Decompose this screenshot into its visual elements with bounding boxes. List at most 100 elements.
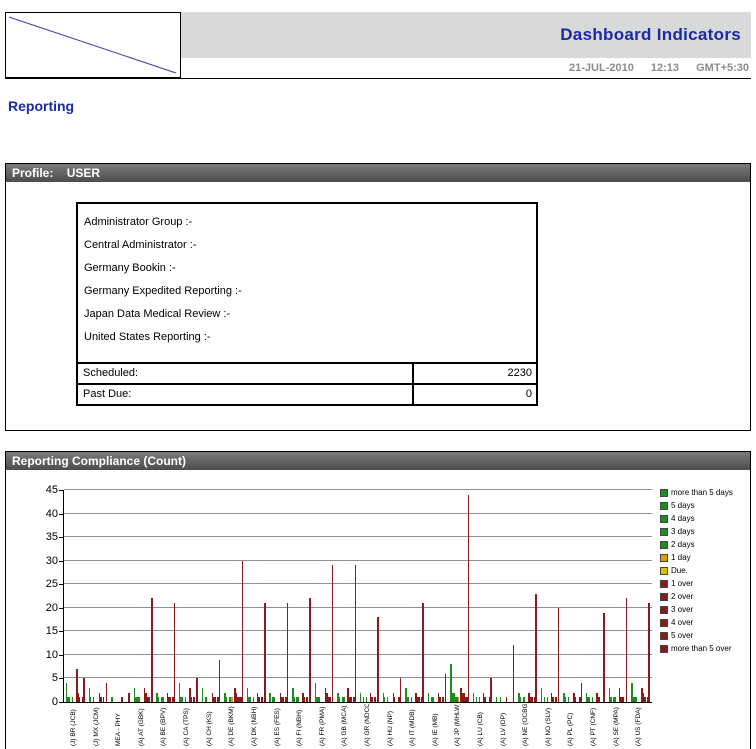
bar xyxy=(146,697,149,702)
bar xyxy=(237,697,239,702)
bar xyxy=(603,612,605,702)
bar-group xyxy=(109,490,132,702)
bar xyxy=(225,697,228,702)
profile-section: Profile: USER Administrator Group :- Cent… xyxy=(5,163,751,431)
legend-label: 4 over xyxy=(671,618,694,627)
bar xyxy=(81,697,84,702)
bar xyxy=(128,692,130,702)
bar xyxy=(450,664,452,702)
legend-swatch xyxy=(660,501,668,510)
bar xyxy=(437,692,440,702)
bar xyxy=(230,697,232,702)
bar xyxy=(620,697,622,702)
bar xyxy=(309,598,311,702)
bar xyxy=(359,692,362,702)
bar xyxy=(337,692,339,702)
bar xyxy=(167,697,170,702)
bar xyxy=(534,697,536,702)
x-label-cell: (A) CH (KS) xyxy=(199,704,222,746)
datetime-row: 21-JUL-2010 12:13 GMT+5:30 xyxy=(555,62,749,74)
bar xyxy=(264,603,266,702)
chart-x-axis-labels: (J) BR (JCB) (J) MX (JCM) MEA - PHY (A) AT … xyxy=(63,704,651,746)
bar xyxy=(618,687,621,702)
bar xyxy=(523,697,526,702)
bar xyxy=(211,692,214,702)
bar xyxy=(217,697,219,702)
bar xyxy=(648,603,650,702)
bar xyxy=(121,697,123,702)
bar xyxy=(512,645,515,702)
bar xyxy=(105,683,108,702)
bar xyxy=(623,697,625,702)
x-label: (A) FI (NBH) xyxy=(296,709,304,746)
bar-group xyxy=(267,490,290,702)
bar xyxy=(586,692,588,702)
bar xyxy=(67,697,69,702)
bar xyxy=(180,697,182,702)
bar xyxy=(347,687,349,702)
y-tick-label: 15 xyxy=(45,625,58,638)
bar xyxy=(148,697,150,702)
bar xyxy=(483,692,485,702)
profile-lines: Administrator Group :- Central Administra… xyxy=(78,204,536,362)
bar xyxy=(579,697,581,702)
bar xyxy=(258,697,260,702)
bar xyxy=(246,687,249,702)
x-label-cell: (A) PL (PC) xyxy=(560,704,583,746)
bar-group xyxy=(177,490,200,702)
profile-stat-row: Scheduled: 2230 xyxy=(78,362,536,383)
bar xyxy=(467,494,470,702)
bar xyxy=(350,697,352,702)
bar xyxy=(354,565,356,702)
bar xyxy=(540,687,543,702)
bar xyxy=(383,697,386,702)
profile-header-value: USER xyxy=(66,166,101,180)
bar xyxy=(145,692,147,702)
bar xyxy=(285,697,287,702)
x-label-cell: MEA - PHY xyxy=(108,704,131,746)
bar xyxy=(169,697,171,702)
x-label-cell: (A) AT (GBK) xyxy=(131,704,154,746)
bar xyxy=(528,692,530,702)
profile-stat-label: Past Due: xyxy=(83,388,132,400)
bar xyxy=(66,683,68,702)
x-label-cell: (A) PT (CNF) xyxy=(583,704,606,746)
bar xyxy=(341,697,344,702)
bar xyxy=(303,697,306,702)
legend-label: 2 over xyxy=(671,592,694,601)
x-label: (J) BR (JCB) xyxy=(70,709,78,746)
bar xyxy=(422,603,424,702)
legend-item: 5 over xyxy=(660,629,756,642)
compliance-chart: 0 5 10 15 20 25 30 35 40 45 (J) BR (JCB) (J) MX (J… xyxy=(6,470,750,746)
bar xyxy=(241,560,243,702)
bar xyxy=(228,697,231,702)
legend-swatch xyxy=(660,488,668,497)
bar xyxy=(472,692,475,702)
bar xyxy=(189,687,191,702)
bar xyxy=(327,697,330,702)
bar xyxy=(445,673,447,702)
bar xyxy=(324,687,327,702)
bar-group xyxy=(403,490,426,702)
bar xyxy=(76,669,78,702)
legend-item: 2 over xyxy=(660,590,756,603)
bar-group xyxy=(313,490,336,702)
bar xyxy=(625,598,628,702)
bar-group xyxy=(516,490,539,702)
legend-swatch xyxy=(660,579,668,588)
x-label: (A) HU (NP) xyxy=(386,710,394,746)
profile-line: United States Reporting :- xyxy=(84,331,211,343)
legend-label: 5 days xyxy=(671,501,695,510)
bar xyxy=(338,697,341,702)
bar xyxy=(518,692,520,702)
legend-swatch xyxy=(660,553,668,562)
bar xyxy=(543,697,546,702)
y-tick-label: 35 xyxy=(45,531,58,544)
x-label: (A) US (FDA) xyxy=(635,707,643,746)
bar-group xyxy=(426,490,449,702)
profile-line: Japan Data Medical Review :- xyxy=(84,308,231,320)
bar xyxy=(235,692,238,702)
bar xyxy=(529,697,532,702)
y-tick-mark xyxy=(59,654,63,656)
